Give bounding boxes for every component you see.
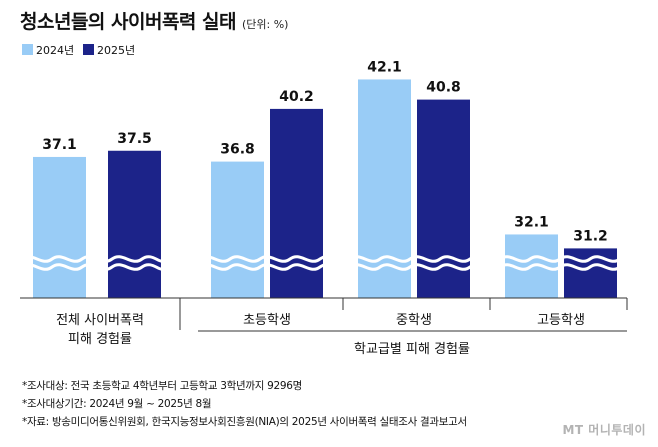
bar-2025-3 (564, 248, 617, 298)
bars (33, 79, 617, 299)
legend-label-2024: 2024년 (36, 44, 74, 57)
x-axis (20, 297, 628, 332)
category-label-2-0: 중학생 (396, 313, 432, 328)
legend: 2024년 2025년 (22, 44, 135, 57)
category-label-3-0: 고등학생 (537, 313, 585, 328)
footnote-survey-target: *조사대상: 전국 초등학교 4학년부터 고등학교 3학년까지 9296명 (22, 380, 302, 392)
legend-swatch-2025 (83, 44, 94, 55)
value-label-2025-3: 31.2 (573, 228, 608, 244)
bar-2024-1 (211, 161, 264, 298)
axis-break-wave-bottom-1 (199, 263, 635, 271)
axis-break-wave-bottom-0 (21, 263, 167, 271)
bar-2025-1 (270, 108, 323, 299)
axis-break-wave-top-1 (199, 255, 635, 263)
axis-breaks (21, 255, 635, 271)
legend-swatch-2024 (22, 44, 33, 55)
value-label-2025-1: 40.2 (279, 89, 314, 105)
footnotes: *조사대상: 전국 초등학교 4학년부터 고등학교 3학년까지 9296명 *조… (22, 377, 467, 431)
bar-2025-0 (108, 150, 161, 298)
value-label-2024-0: 37.1 (42, 137, 77, 153)
unit-label: (단위: %) (242, 18, 289, 31)
category-label-0-1: 피해 경험률 (68, 332, 132, 347)
bar-2024-0 (33, 156, 86, 298)
value-label-2024-1: 36.8 (220, 142, 255, 158)
value-label-2025-2: 40.8 (426, 80, 461, 96)
footnote-survey-period: *조사대상기간: 2024년 9월 ~ 2025년 8월 (22, 398, 212, 410)
chart-title-area: 청소년들의 사이버폭력 실태 (단위: %) (20, 7, 288, 34)
value-labels: 37.1 36.8 42.1 32.1 37.5 40.2 40.8 31.2 (42, 59, 608, 244)
footnote-source: *자료: 방송미디어통신위원회, 한국지능정보사회진흥원(NIA)의 2025년… (22, 416, 467, 428)
value-label-2025-0: 37.5 (117, 131, 152, 147)
publisher-watermark: MT 머니투데이 (562, 423, 646, 437)
axis-break-wave-top-0 (21, 255, 167, 263)
value-label-2024-3: 32.1 (514, 214, 549, 230)
chart-title: 청소년들의 사이버폭력 실태 (20, 11, 237, 33)
group-label: 학교급별 피해 경험률 (354, 342, 470, 357)
value-label-2024-2: 42.1 (367, 59, 402, 75)
legend-label-2025: 2025년 (97, 44, 135, 57)
category-label-1-0: 초등학생 (243, 313, 291, 328)
category-label-0-0: 전체 사이버폭력 (56, 313, 144, 328)
